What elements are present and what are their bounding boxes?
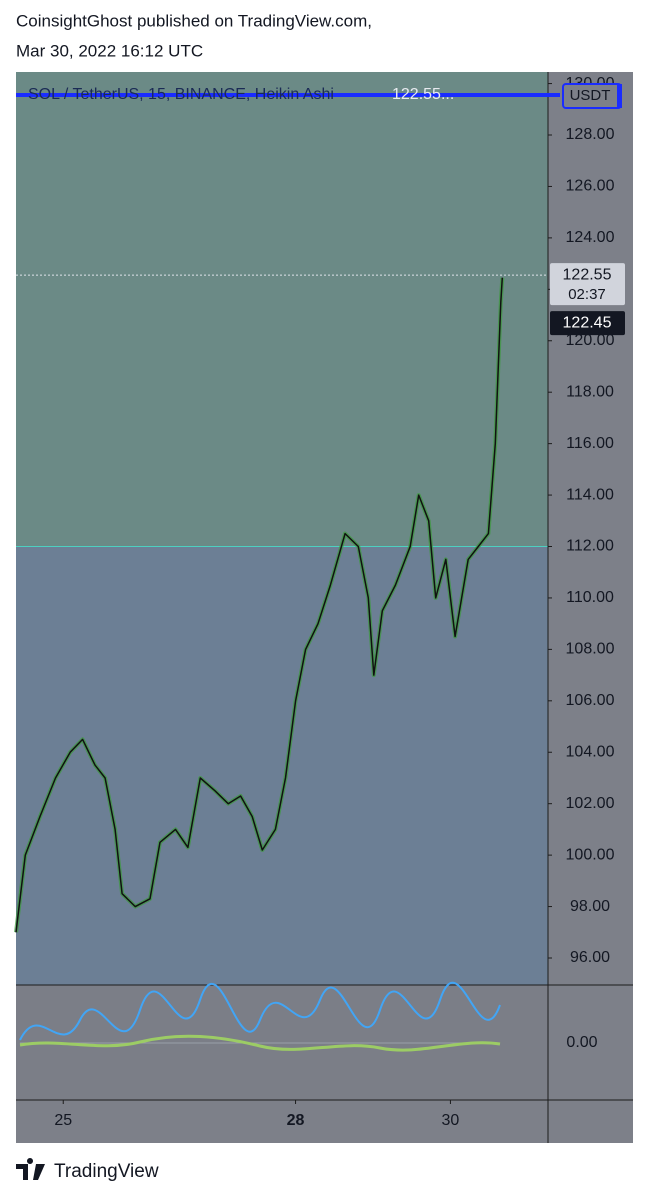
y-tick-label: 104.00 <box>566 743 615 760</box>
indicator-wave <box>19 981 501 1041</box>
y-tick-label: 106.00 <box>566 692 615 709</box>
publisher-line: CoinsightGhost published on TradingView.… <box>16 11 372 30</box>
indicator-baseline <box>19 1034 501 1052</box>
y-tick-label: 116.00 <box>566 435 614 452</box>
y-tick-label: 102.00 <box>566 795 615 812</box>
indicator-tick-label: 0.00 <box>566 1034 597 1051</box>
price-axis-bg <box>548 72 633 1143</box>
x-tick-label: 30 <box>442 1112 460 1129</box>
upper-zone <box>16 72 548 547</box>
currency-edge <box>617 84 622 108</box>
brand-logo <box>16 1158 45 1180</box>
price-pane <box>14 72 548 985</box>
y-tick-label: 110.00 <box>566 589 614 606</box>
price-line <box>15 277 504 933</box>
y-tick-label: 118.00 <box>566 383 614 400</box>
y-tick-label: 124.00 <box>566 229 615 246</box>
last-price-box <box>550 263 625 306</box>
x-tick-label: 25 <box>54 1112 72 1129</box>
time-axis-bg <box>16 1100 633 1143</box>
y-tick-label: 112.00 <box>566 538 614 555</box>
brand-name: TradingView <box>54 1161 159 1182</box>
close-label: 122.45 <box>563 314 612 331</box>
x-tick-label: 28 <box>287 1112 305 1129</box>
y-tick-label: 126.00 <box>566 178 615 195</box>
y-tick-label: 108.00 <box>566 641 615 658</box>
close-box <box>550 311 625 336</box>
last-price-label: 122.55 <box>563 266 612 283</box>
legend-value: 122.55... <box>392 86 454 103</box>
currency-label: USDT <box>570 87 611 104</box>
legend-symbol: SOL / TetherUS, 15, BINANCE, Heikin Ashi <box>28 86 334 103</box>
y-tick-label: 96.00 <box>570 949 610 966</box>
publish-date: Mar 30, 2022 16:12 UTC <box>16 41 203 60</box>
y-tick-label: 100.00 <box>566 846 615 863</box>
y-tick-label: 98.00 <box>570 898 610 915</box>
y-tick-label: 114.00 <box>566 486 614 503</box>
y-tick-label: 120.00 <box>566 332 615 349</box>
footer-brand: TradingView <box>16 1158 159 1182</box>
y-tick-label: 128.00 <box>566 126 615 143</box>
countdown-label: 02:37 <box>568 286 606 303</box>
